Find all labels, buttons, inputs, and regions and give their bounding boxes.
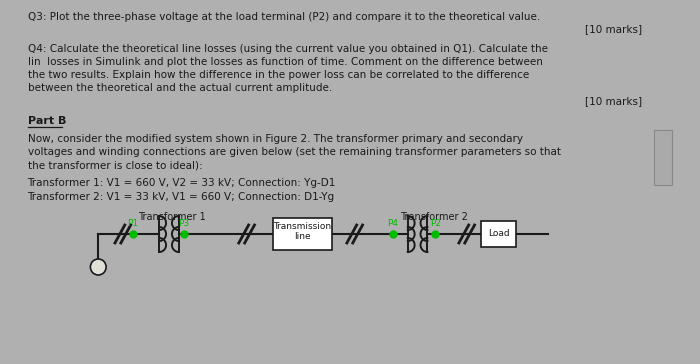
Text: Transmission: Transmission	[274, 222, 332, 231]
Text: Transformer 1: V1 = 660 V, V2 = 33 kV; Connection: Yg-D1: Transformer 1: V1 = 660 V, V2 = 33 kV; C…	[27, 178, 336, 188]
Text: Load: Load	[488, 229, 510, 238]
Text: the transformer is close to ideal):: the transformer is close to ideal):	[27, 160, 202, 170]
Text: Transformer 1: Transformer 1	[138, 212, 206, 222]
Text: voltages and winding connections are given below (set the remaining transformer : voltages and winding connections are giv…	[27, 147, 561, 157]
Text: lin  losses in Simulink and plot the losses as function of time. Comment on the : lin losses in Simulink and plot the loss…	[27, 57, 542, 67]
Bar	[482, 221, 516, 247]
Text: Q3: Plot the three-phase voltage at the load terminal (P2) and compare it to the: Q3: Plot the three-phase voltage at the …	[27, 12, 540, 22]
Bar	[273, 218, 332, 250]
Text: Part B: Part B	[27, 116, 66, 126]
Text: [10 marks]: [10 marks]	[584, 24, 642, 34]
Text: the two results. Explain how the difference in the power loss can be correlated : the two results. Explain how the differe…	[27, 70, 528, 80]
Text: Now, consider the modified system shown in Figure 2. The transformer primary and: Now, consider the modified system shown …	[27, 134, 522, 144]
Text: between the theoretical and the actual current amplitude.: between the theoretical and the actual c…	[27, 83, 332, 93]
Text: P3: P3	[178, 219, 189, 228]
Bar	[654, 130, 672, 185]
Text: Transformer 2: V1 = 33 kV, V1 = 660 V; Connection: D1-Yg: Transformer 2: V1 = 33 kV, V1 = 660 V; C…	[27, 192, 335, 202]
Text: P1: P1	[127, 219, 138, 228]
Circle shape	[90, 259, 106, 275]
Text: Q4: Calculate the theoretical line losses (using the current value you obtained : Q4: Calculate the theoretical line losse…	[27, 44, 547, 54]
Text: line: line	[294, 232, 311, 241]
Text: P2: P2	[430, 219, 441, 228]
Text: P4: P4	[388, 219, 398, 228]
Text: [10 marks]: [10 marks]	[584, 96, 642, 106]
Text: Transformer 2: Transformer 2	[400, 212, 468, 222]
